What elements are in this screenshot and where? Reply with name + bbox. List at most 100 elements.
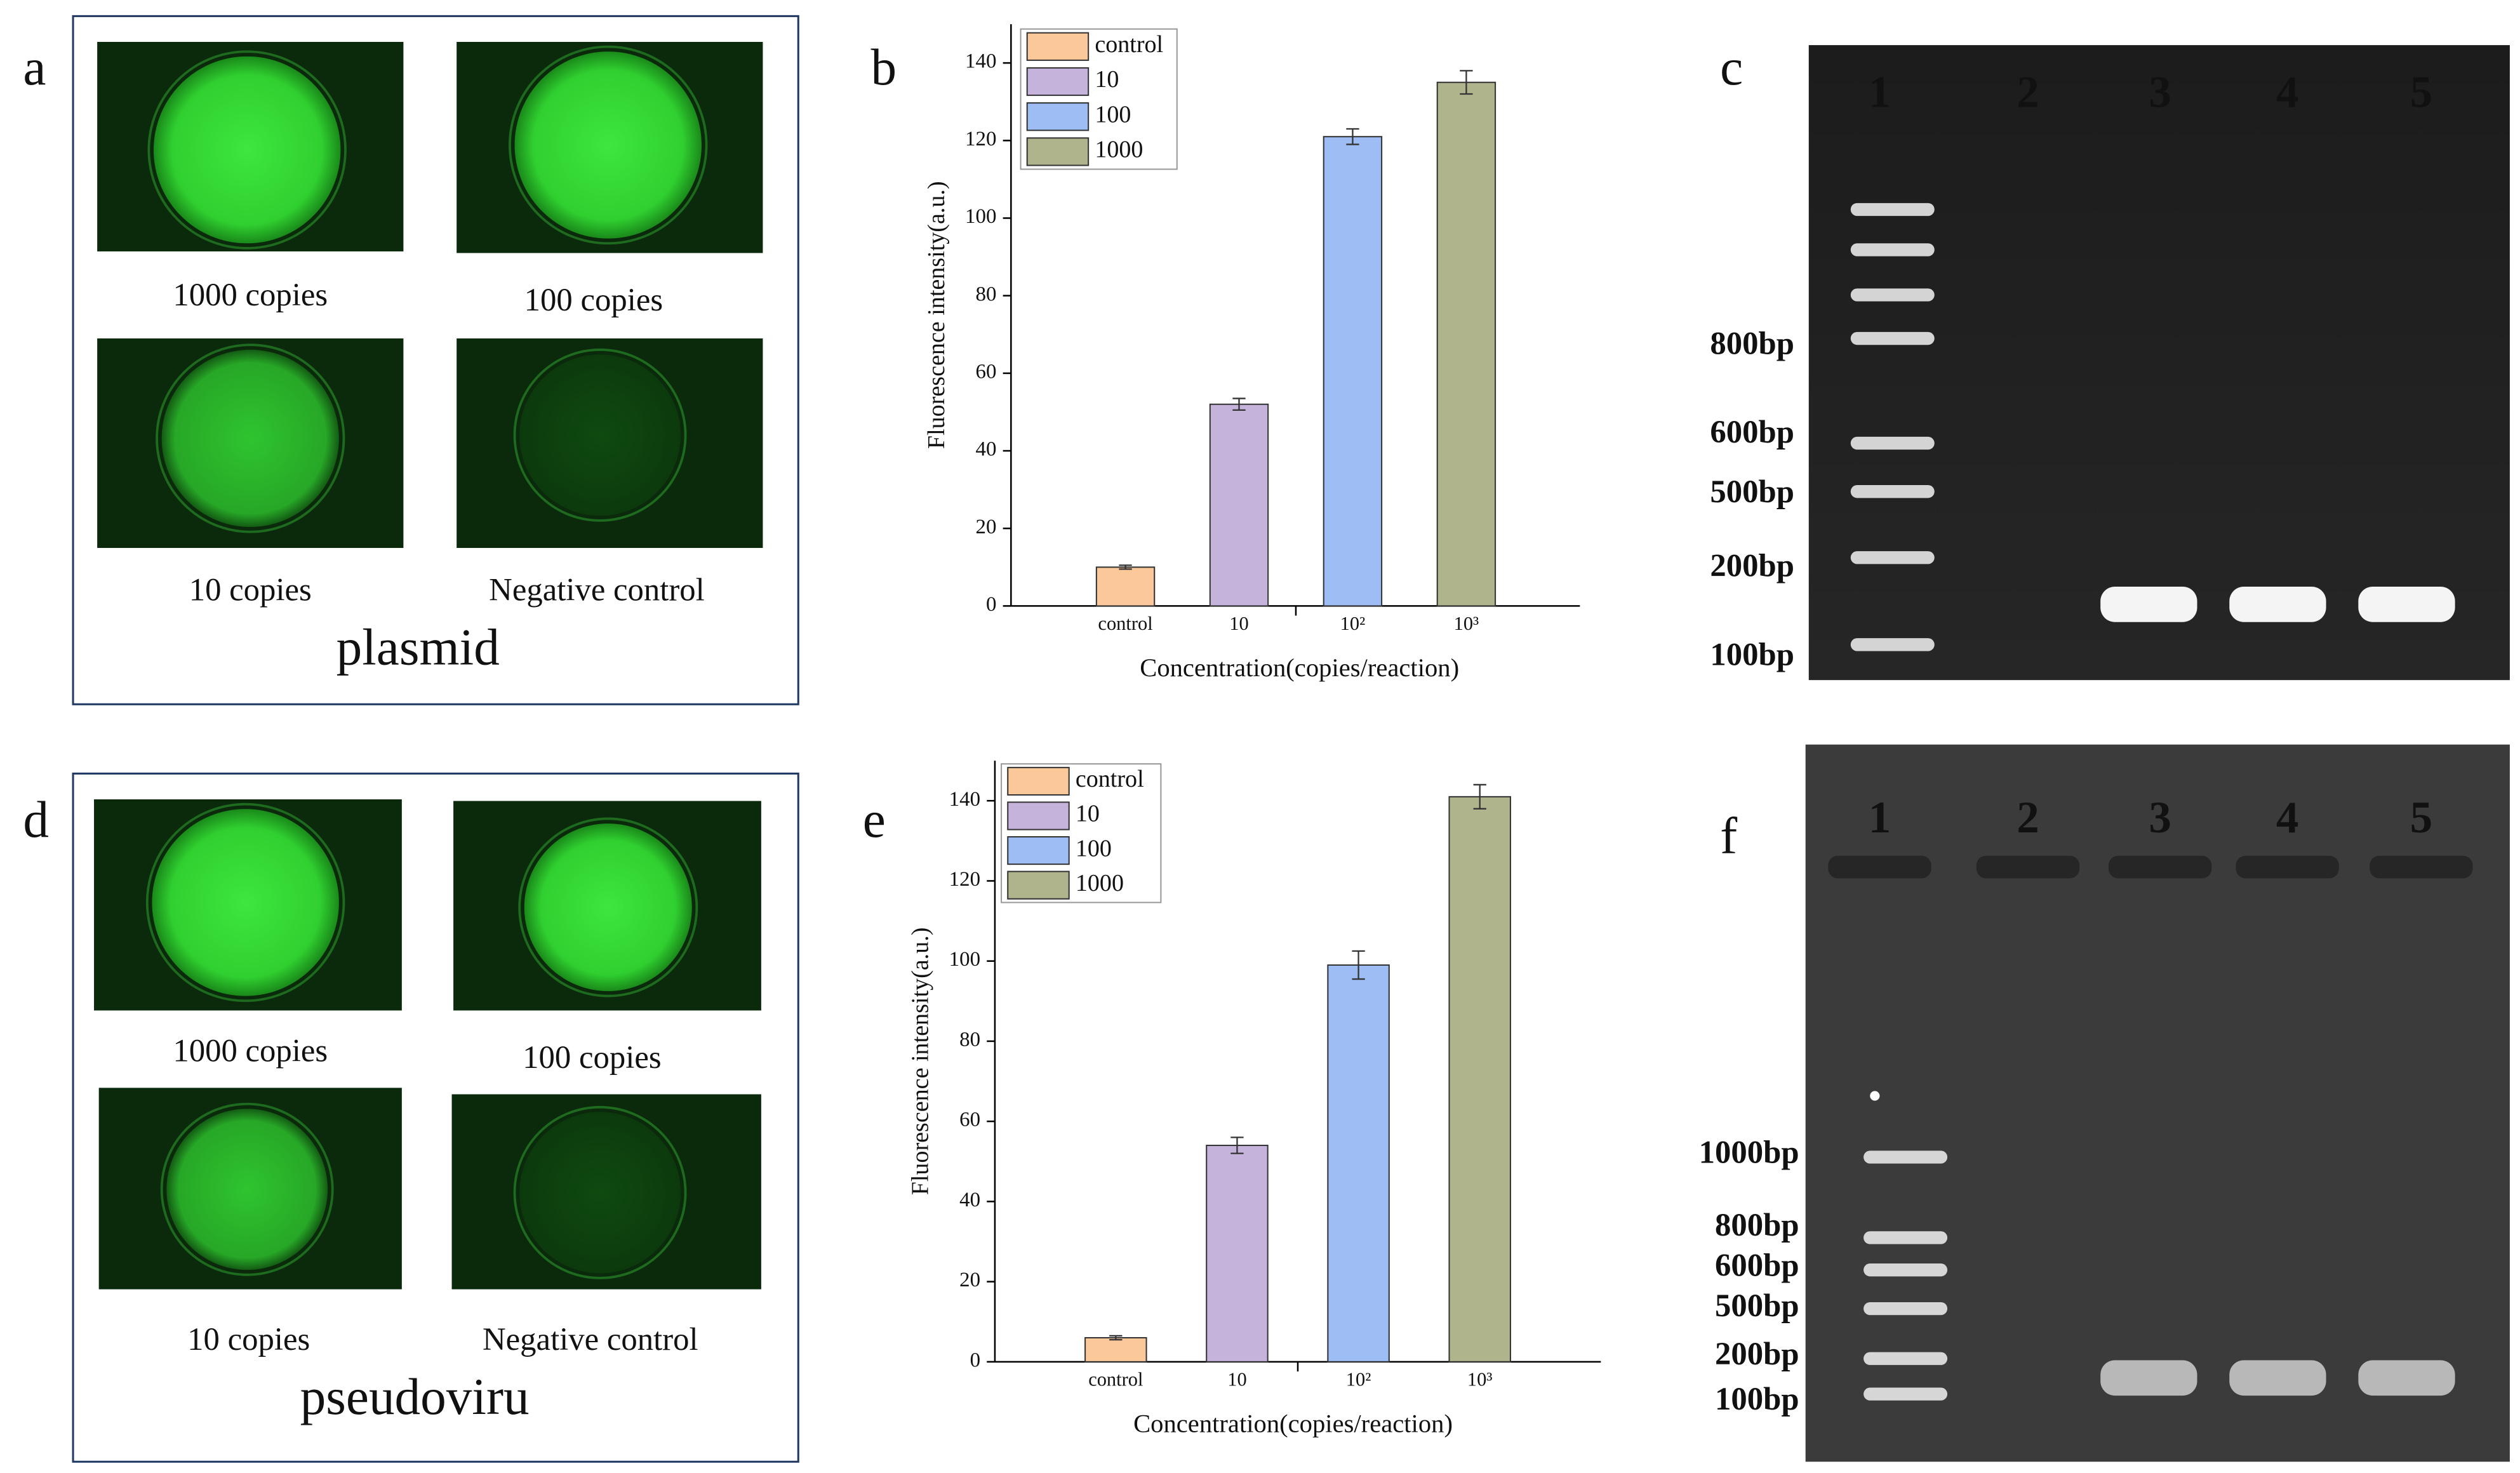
panel-label: f — [1720, 808, 1738, 865]
bar — [1084, 1336, 1147, 1363]
marker-label: 800bp — [1715, 1207, 1799, 1243]
y-tick-label: 120 — [949, 868, 980, 891]
sample-band — [2100, 586, 2197, 622]
panel-label: c — [1720, 39, 1743, 96]
micrograph-spot — [524, 823, 692, 992]
x-tick-label: control — [1098, 613, 1152, 634]
y-tick-label: 40 — [976, 438, 997, 461]
bar — [1206, 1145, 1269, 1363]
marker-label: 100bp — [1715, 1381, 1799, 1416]
ladder-band — [1850, 638, 1935, 651]
micrograph-well — [160, 1102, 334, 1276]
ladder-band — [1850, 551, 1935, 564]
legend-swatch — [1007, 836, 1070, 865]
sample-band — [2358, 586, 2455, 622]
y-axis-label: Fluorescence intensity(a.u.) — [907, 928, 933, 1196]
legend-label: control — [1076, 766, 1144, 792]
marker-label: 500bp — [1710, 474, 1794, 509]
y-tick-label: 20 — [976, 516, 997, 538]
y-tick-label: 140 — [949, 788, 980, 811]
micrograph-well — [147, 50, 347, 250]
y-tick-label: 80 — [959, 1028, 980, 1051]
legend-swatch — [1026, 67, 1090, 97]
gel-well — [2236, 855, 2339, 879]
panel-frame — [72, 772, 799, 1463]
micrograph-well — [509, 45, 708, 245]
legend-swatch — [1007, 766, 1070, 796]
image-caption: Negative control — [483, 1321, 698, 1357]
legend-label: 1000 — [1076, 870, 1124, 896]
gel-well — [2370, 855, 2473, 879]
x-tick-label: 10² — [1346, 1368, 1371, 1390]
x-tick-label: 10 — [1229, 613, 1248, 634]
ladder-band — [1863, 1387, 1948, 1401]
micrograph-well — [513, 348, 687, 522]
panel-label: d — [23, 791, 49, 848]
y-tick-label: 100 — [965, 205, 996, 228]
marker-label: 600bp — [1715, 1247, 1799, 1283]
marker-label: 200bp — [1715, 1336, 1799, 1371]
gel-well — [1828, 855, 1931, 879]
marker-label: 500bp — [1715, 1288, 1799, 1323]
lane-label: 1 — [1869, 68, 1891, 117]
marker-label: 1000bp — [1699, 1135, 1799, 1170]
error-bar — [1473, 783, 1486, 810]
y-tick-label: 0 — [986, 593, 997, 616]
ladder-band — [1863, 1263, 1948, 1277]
x-tick-label: 10³ — [1467, 1368, 1493, 1390]
bar — [1209, 403, 1269, 607]
marker-label: 600bp — [1710, 414, 1794, 450]
gel-image — [1808, 45, 2510, 681]
micrograph-spot — [514, 51, 702, 239]
legend-swatch — [1007, 801, 1070, 830]
lane-label: 4 — [2276, 793, 2299, 843]
micrograph-spot — [161, 349, 339, 528]
sample-band — [2358, 1360, 2455, 1396]
lane-label: 5 — [2410, 793, 2433, 843]
ladder-band — [1850, 203, 1935, 217]
micrograph-spot — [166, 1109, 328, 1270]
panel-label: b — [871, 39, 897, 96]
panel-label: e — [863, 791, 886, 848]
sample-label: plasmid — [337, 619, 500, 676]
y-tick-label: 60 — [959, 1109, 980, 1131]
lane-label: 1 — [1869, 793, 1891, 843]
micrograph-spot — [153, 56, 341, 244]
x-tick-label: 10² — [1340, 613, 1366, 634]
legend-label: 100 — [1076, 835, 1112, 862]
x-tick-label: control — [1088, 1368, 1143, 1390]
legend-label: control — [1095, 31, 1163, 58]
image-caption: 10 copies — [189, 572, 312, 608]
error-bar — [1119, 564, 1132, 570]
marker-label: 100bp — [1710, 636, 1794, 672]
legend-label: 1000 — [1095, 137, 1143, 163]
legend-swatch — [1007, 870, 1070, 900]
x-axis-label: Concentration(copies/reaction) — [1140, 653, 1459, 682]
micrograph-well — [518, 817, 698, 997]
lane-label: 3 — [2149, 793, 2171, 843]
y-tick-label: 0 — [970, 1349, 981, 1371]
ladder-band — [1850, 436, 1935, 450]
x-tick-label: 10 — [1227, 1368, 1246, 1390]
image-caption: 100 copies — [523, 1039, 661, 1075]
y-tick-label: 20 — [959, 1269, 980, 1291]
marker-label: 800bp — [1710, 325, 1794, 361]
image-caption: 1000 copies — [173, 1033, 328, 1069]
image-caption: Negative control — [489, 572, 705, 608]
ladder-band — [1863, 1352, 1948, 1365]
marker-label: 200bp — [1710, 548, 1794, 583]
micrograph-spot — [152, 809, 339, 996]
legend-label: 10 — [1076, 801, 1100, 827]
bar — [1436, 81, 1497, 607]
ladder-band — [1850, 243, 1935, 257]
y-tick-label: 100 — [949, 948, 980, 971]
panel-frame — [72, 15, 799, 705]
lane-label: 3 — [2149, 68, 2171, 117]
error-bar — [1230, 1136, 1244, 1154]
legend-label: 100 — [1095, 101, 1131, 128]
y-tick-label: 60 — [976, 360, 997, 383]
panel-label: a — [23, 39, 46, 96]
ladder-band — [1850, 331, 1935, 345]
bar — [1327, 964, 1390, 1363]
error-bar — [1346, 128, 1359, 145]
